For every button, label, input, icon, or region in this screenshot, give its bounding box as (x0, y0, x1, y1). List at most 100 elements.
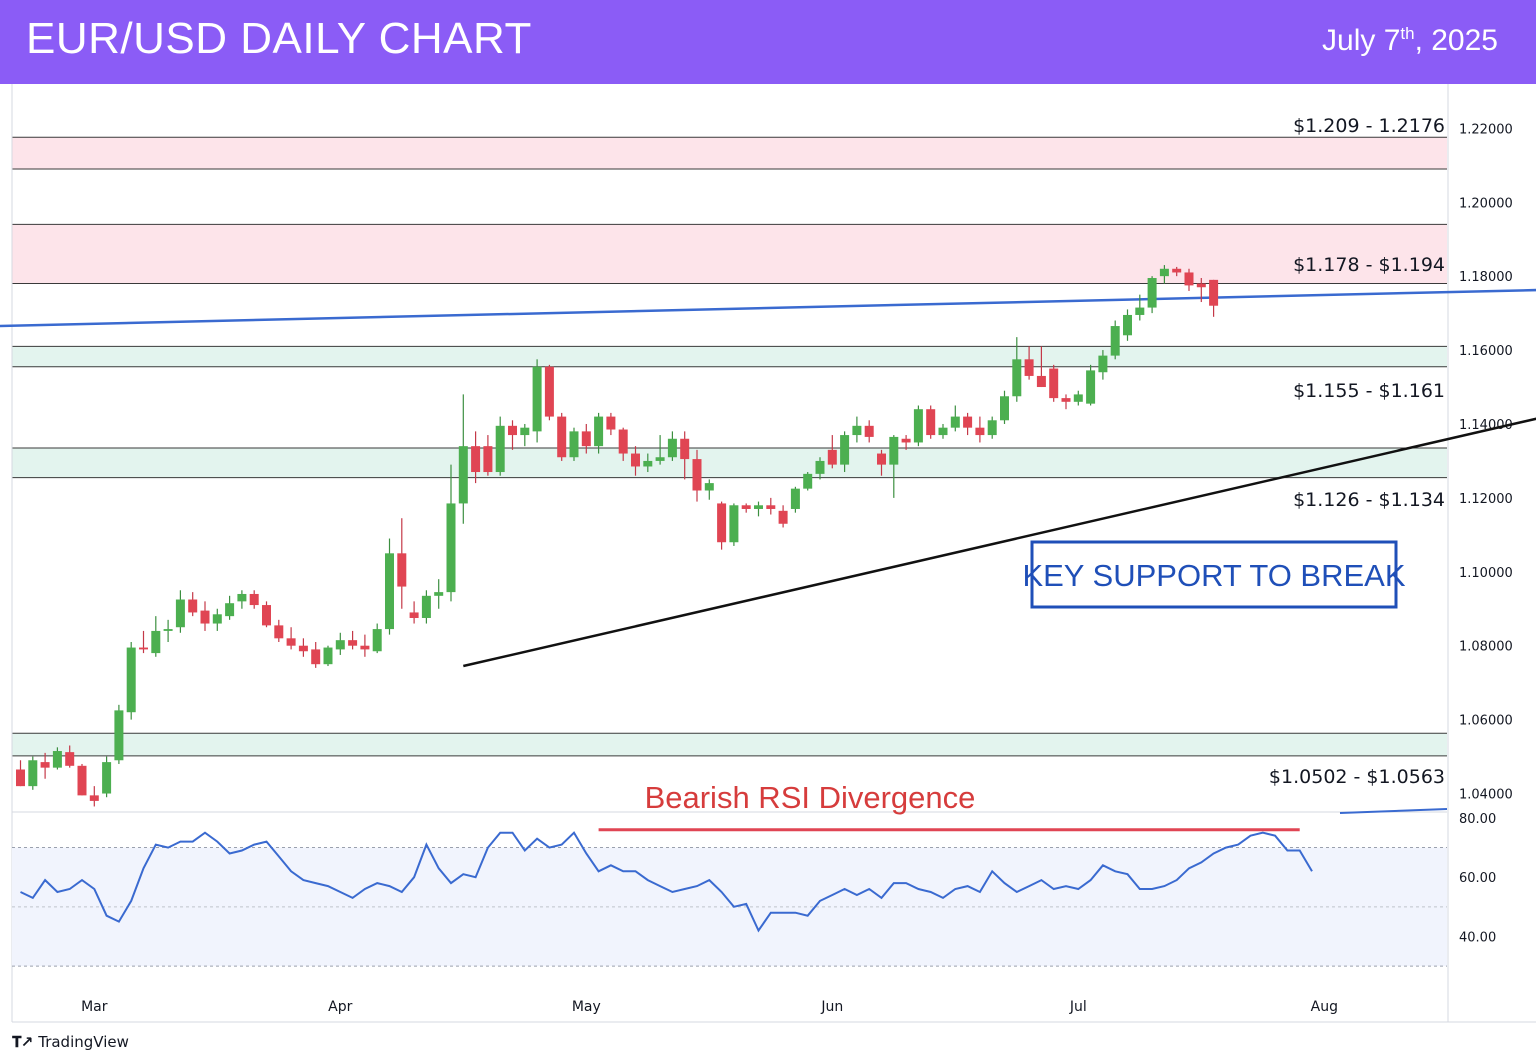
candle-body (754, 505, 763, 509)
candle (1135, 294, 1145, 321)
candle (323, 645, 333, 667)
candle (692, 449, 702, 502)
candle-body (815, 460, 825, 474)
candle-body (323, 647, 333, 665)
candle-body (409, 612, 419, 618)
price-tick-label: 1.22000 (1459, 122, 1513, 137)
candle (1184, 268, 1194, 291)
candle (913, 405, 923, 447)
candle-body (151, 630, 161, 654)
candle-body (926, 409, 936, 436)
candle (188, 592, 198, 617)
candle (175, 590, 185, 633)
time-axis-label: Aug (1311, 999, 1338, 1015)
candle (446, 464, 456, 602)
candle-body (1024, 359, 1034, 376)
candle (815, 457, 825, 480)
candle (1159, 265, 1169, 284)
candle-body (89, 795, 99, 801)
candle-body (557, 416, 567, 458)
price-tick-label: 1.08000 (1459, 640, 1513, 655)
candle (1000, 390, 1009, 424)
candle (335, 632, 345, 655)
candle-body (987, 420, 997, 436)
candle (28, 756, 38, 790)
candle (1073, 390, 1083, 406)
candle (360, 634, 370, 657)
zone-label: $1.178 - $1.194 (1293, 254, 1445, 276)
rsi-panel (12, 828, 1447, 967)
candle-body (102, 762, 112, 794)
candle-body (975, 427, 985, 436)
candle-body (372, 629, 382, 652)
time-axis-label: May (572, 999, 601, 1015)
candle-body (594, 416, 604, 447)
candle-body (77, 765, 87, 796)
tradingview-logo[interactable]: 𝐓↗ TradingView (12, 1033, 129, 1051)
zone-band (12, 733, 1447, 756)
zone-label: $1.209 - 1.2176 (1293, 115, 1445, 137)
candle-body (581, 431, 591, 447)
candle (643, 453, 653, 473)
chart-date: July 7th, 2025 (1322, 24, 1498, 58)
candle-body (741, 505, 751, 509)
candle (286, 627, 296, 650)
candle (409, 601, 419, 624)
candle (1061, 394, 1071, 410)
resistance-line-trendline (0, 288, 1536, 328)
candle-body (65, 752, 75, 766)
candle-body (335, 640, 345, 650)
candle-body (544, 366, 554, 417)
candle-body (1086, 370, 1096, 404)
rsi-tick-label: 80.00 (1459, 812, 1496, 827)
candle-body (1073, 394, 1083, 402)
candle-body (188, 599, 198, 613)
time-axis-label: Jul (1069, 999, 1087, 1015)
candle (102, 756, 112, 798)
price-tick-label: 1.12000 (1459, 492, 1513, 507)
candle-body (40, 762, 50, 768)
candle (1098, 350, 1108, 380)
candle (840, 431, 850, 473)
candle (311, 642, 321, 668)
chart-title: EUR/USD DAILY CHART (26, 14, 532, 63)
candle (877, 449, 886, 476)
candle (1147, 276, 1157, 314)
candle (532, 359, 542, 443)
candle (385, 538, 394, 635)
candle (249, 590, 259, 609)
candle (864, 420, 874, 443)
candle (618, 427, 628, 461)
candle (434, 579, 444, 609)
chart-header: EUR/USD DAILY CHART July 7th, 2025 (0, 0, 1536, 84)
date-suffix: th (1400, 24, 1415, 43)
candle-body (360, 645, 370, 650)
candle-body (1172, 268, 1182, 273)
candle (975, 416, 985, 443)
candle-body (16, 769, 25, 787)
candle-body (28, 760, 38, 787)
candle (1123, 309, 1132, 341)
candle-body (483, 446, 493, 473)
candle-body (446, 503, 456, 593)
candle-body (1000, 396, 1009, 421)
candle (495, 416, 505, 476)
trendlines-layer (0, 288, 1536, 814)
price-tick-label: 1.04000 (1459, 788, 1513, 803)
candle-body (1123, 314, 1132, 336)
candle (1110, 320, 1120, 360)
candle-body (827, 449, 837, 465)
candle (901, 435, 911, 450)
candle-body (175, 599, 185, 628)
candle-body (508, 425, 517, 436)
candle-body (864, 425, 874, 437)
candle-body (692, 459, 702, 491)
candle (963, 412, 973, 436)
candle-body (1049, 368, 1059, 399)
candle (704, 479, 714, 500)
price-chart[interactable]: $1.209 - 1.2176 $1.178 - $1.194 $1.155 - $… (0, 84, 1536, 1033)
candle-body (618, 429, 628, 454)
price-tick-label: 1.16000 (1459, 344, 1513, 359)
price-tick-label: 1.20000 (1459, 196, 1513, 211)
candle-body (348, 640, 358, 646)
